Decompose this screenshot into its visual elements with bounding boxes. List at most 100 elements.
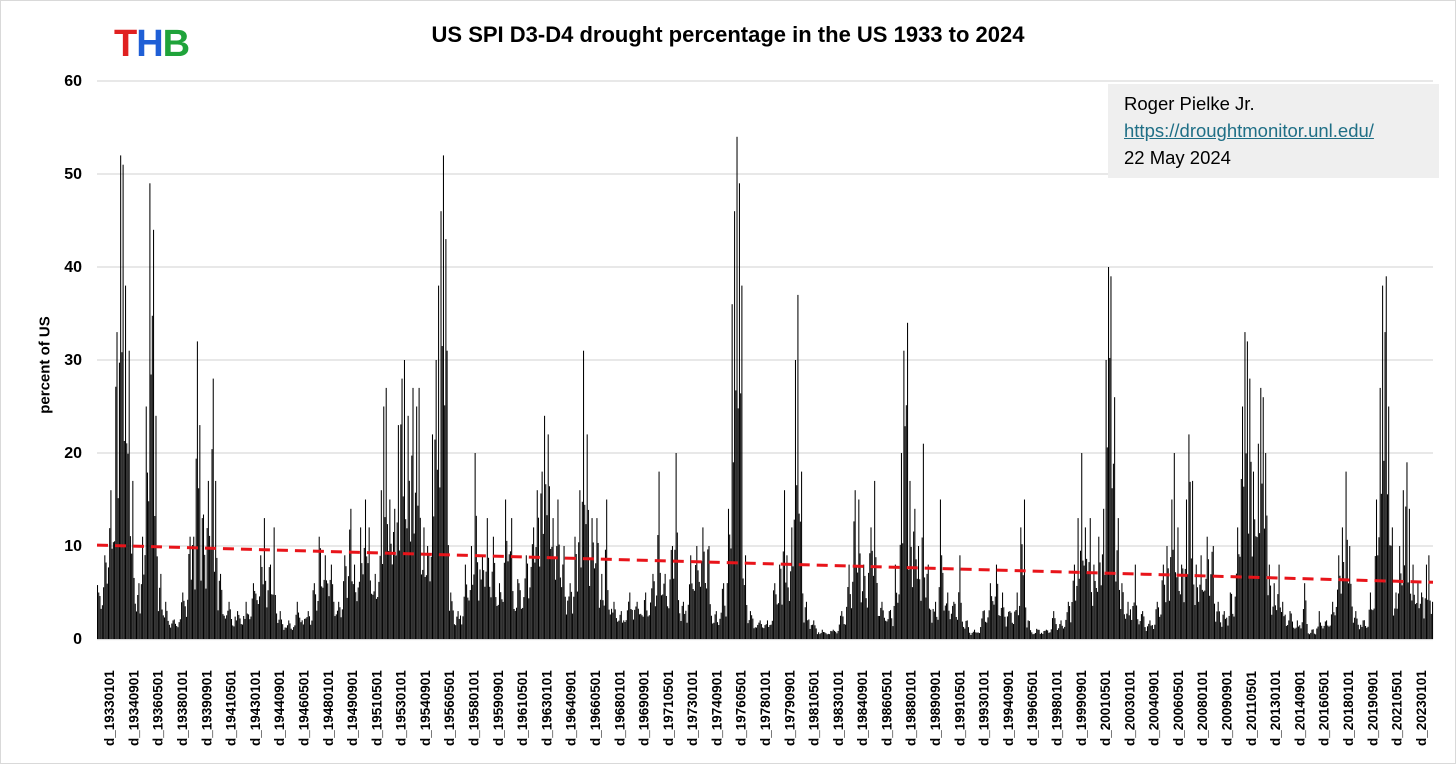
drought-bar — [293, 627, 295, 639]
drought-bar — [785, 582, 787, 639]
drought-bar — [1419, 603, 1421, 639]
credit-date: 22 May 2024 — [1124, 147, 1231, 168]
drought-bar — [1078, 578, 1080, 639]
drought-bar — [1251, 556, 1253, 639]
drought-bar — [697, 570, 699, 639]
drought-bar — [250, 616, 252, 639]
drought-bar — [500, 592, 502, 639]
drought-bar — [514, 610, 516, 639]
drought-bar — [598, 607, 600, 639]
drought-bar — [1127, 601, 1129, 639]
drought-bar — [1071, 602, 1073, 639]
drought-bar — [1134, 564, 1136, 639]
source-link[interactable]: https://droughtmonitor.unl.edu/ — [1124, 120, 1374, 141]
drought-bar — [1358, 629, 1360, 639]
drought-bar — [134, 603, 136, 639]
x-tick-label: d_20040901 — [1147, 670, 1162, 746]
drought-bar — [263, 518, 265, 639]
drought-bar — [1339, 575, 1341, 639]
drought-bar — [832, 629, 834, 639]
drought-bar — [372, 594, 374, 639]
drought-bar — [667, 606, 669, 639]
drought-bar — [808, 619, 810, 639]
drought-bar — [647, 616, 649, 639]
drought-bar — [674, 549, 676, 639]
drought-bar — [812, 624, 814, 639]
drought-bar — [1144, 627, 1146, 639]
drought-bar — [774, 583, 776, 639]
drought-bar — [971, 632, 973, 639]
drought-bar — [1187, 574, 1189, 639]
drought-bar — [1176, 577, 1178, 639]
drought-bar — [371, 593, 373, 639]
drought-bar — [866, 607, 868, 639]
drought-bar — [511, 518, 513, 639]
drought-bar — [105, 562, 107, 639]
drought-bar — [300, 622, 302, 639]
drought-bar — [608, 609, 610, 639]
drought-bar — [395, 555, 397, 639]
drought-bar — [111, 548, 113, 639]
drought-bar — [417, 505, 419, 639]
drought-bar — [680, 620, 682, 639]
drought-bar — [1432, 601, 1434, 639]
drought-bar — [1194, 604, 1196, 639]
drought-bar — [1375, 499, 1378, 639]
drought-bar — [883, 617, 885, 639]
drought-bar — [1088, 562, 1090, 639]
drought-bar — [520, 608, 522, 639]
drought-bar — [706, 588, 708, 639]
drought-bar — [529, 587, 531, 639]
drought-bar — [1279, 607, 1281, 639]
drought-bar — [613, 601, 615, 639]
drought-bar — [799, 521, 801, 639]
drought-bar — [1123, 614, 1125, 639]
drought-bar — [121, 352, 123, 639]
drought-bar — [209, 535, 211, 639]
drought-bar — [1185, 499, 1188, 639]
drought-bar — [920, 600, 922, 639]
x-tick-label: d_19380101 — [175, 670, 190, 746]
drought-bar — [1140, 614, 1142, 639]
drought-bar — [259, 596, 261, 639]
drought-bar — [710, 615, 712, 639]
drought-bar — [127, 453, 129, 639]
drought-bar — [872, 575, 874, 639]
drought-bar — [826, 634, 828, 639]
drought-bar — [712, 623, 714, 639]
drought-bar — [805, 601, 807, 639]
drought-bar — [584, 504, 586, 639]
drought-bar — [181, 602, 183, 639]
drought-bar — [1278, 564, 1280, 639]
drought-bar — [927, 564, 929, 639]
drought-bar — [699, 586, 701, 639]
drought-bar — [612, 612, 614, 639]
x-tick-label: d_19480101 — [321, 670, 336, 746]
drought-bar — [742, 578, 744, 639]
drought-bar — [1259, 533, 1261, 639]
drought-bar — [1293, 627, 1295, 639]
drought-bar — [727, 508, 730, 639]
drought-bar — [809, 628, 811, 639]
drought-bar — [1151, 625, 1153, 639]
drought-bar — [1154, 624, 1156, 639]
drought-bar — [892, 626, 894, 639]
drought-bar — [308, 616, 310, 639]
drought-bar — [982, 611, 984, 639]
drought-bar — [893, 605, 895, 639]
drought-bar — [1249, 378, 1251, 639]
drought-bar — [277, 622, 279, 639]
drought-bar — [1326, 620, 1328, 639]
drought-bar — [1120, 609, 1122, 639]
drought-bar — [418, 387, 420, 639]
x-tick-label: d_19710501 — [661, 670, 676, 746]
drought-bar — [241, 624, 243, 639]
drought-bar — [606, 499, 608, 639]
drought-bar — [1289, 611, 1291, 639]
x-tick-labels: d_19330101 d_19340901 d_19360501 d_19380101… — [102, 670, 1429, 746]
drought-bar — [831, 631, 833, 639]
y-tick-labels: 0 10 20 30 40 50 60 — [64, 73, 82, 648]
drought-bar — [961, 621, 963, 639]
drought-bar — [1277, 594, 1279, 639]
